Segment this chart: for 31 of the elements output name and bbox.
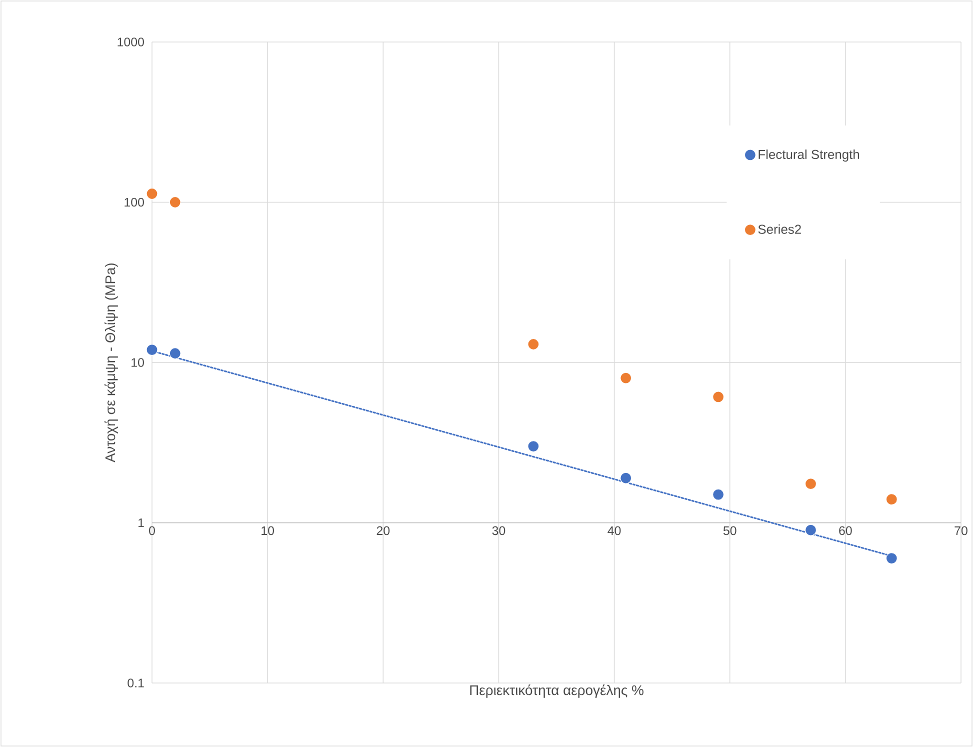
point: [712, 391, 724, 403]
point: [886, 552, 898, 564]
x-tick-label: 60: [839, 526, 852, 536]
point: [169, 196, 181, 208]
point: [886, 494, 898, 506]
point: [146, 188, 158, 200]
y-axis-title: Αντοχή σε κάμψη - Θλίψη (MPa): [104, 263, 118, 462]
x-tick-label: 20: [376, 526, 390, 536]
x-tick-label: 50: [723, 526, 736, 536]
point: [804, 524, 817, 536]
point: [169, 348, 181, 360]
y-tick-label: 100: [124, 198, 144, 207]
legend-label: Flectural Strength: [758, 150, 860, 162]
point: [620, 372, 632, 384]
y-tick-label: 0.1: [128, 678, 144, 688]
point: [528, 338, 540, 350]
point: [528, 440, 540, 452]
x-axis-title: Περιεκτικότητα αερογέλης %: [470, 684, 644, 698]
point: [804, 478, 817, 490]
point: [712, 488, 724, 500]
legend-label: Series2: [758, 224, 801, 234]
y-tick-label: 1000: [118, 38, 144, 46]
x-tick-label: 70: [954, 526, 968, 536]
x-tick-label: 10: [262, 526, 274, 536]
y-tick-label: 10: [132, 358, 144, 367]
x-tick-label: 40: [608, 526, 621, 536]
y-tick-label: 1: [138, 518, 144, 528]
x-tick-label: 0: [149, 526, 155, 536]
point: [146, 344, 158, 356]
x-tick-label: 30: [492, 526, 506, 536]
point: [620, 472, 632, 484]
